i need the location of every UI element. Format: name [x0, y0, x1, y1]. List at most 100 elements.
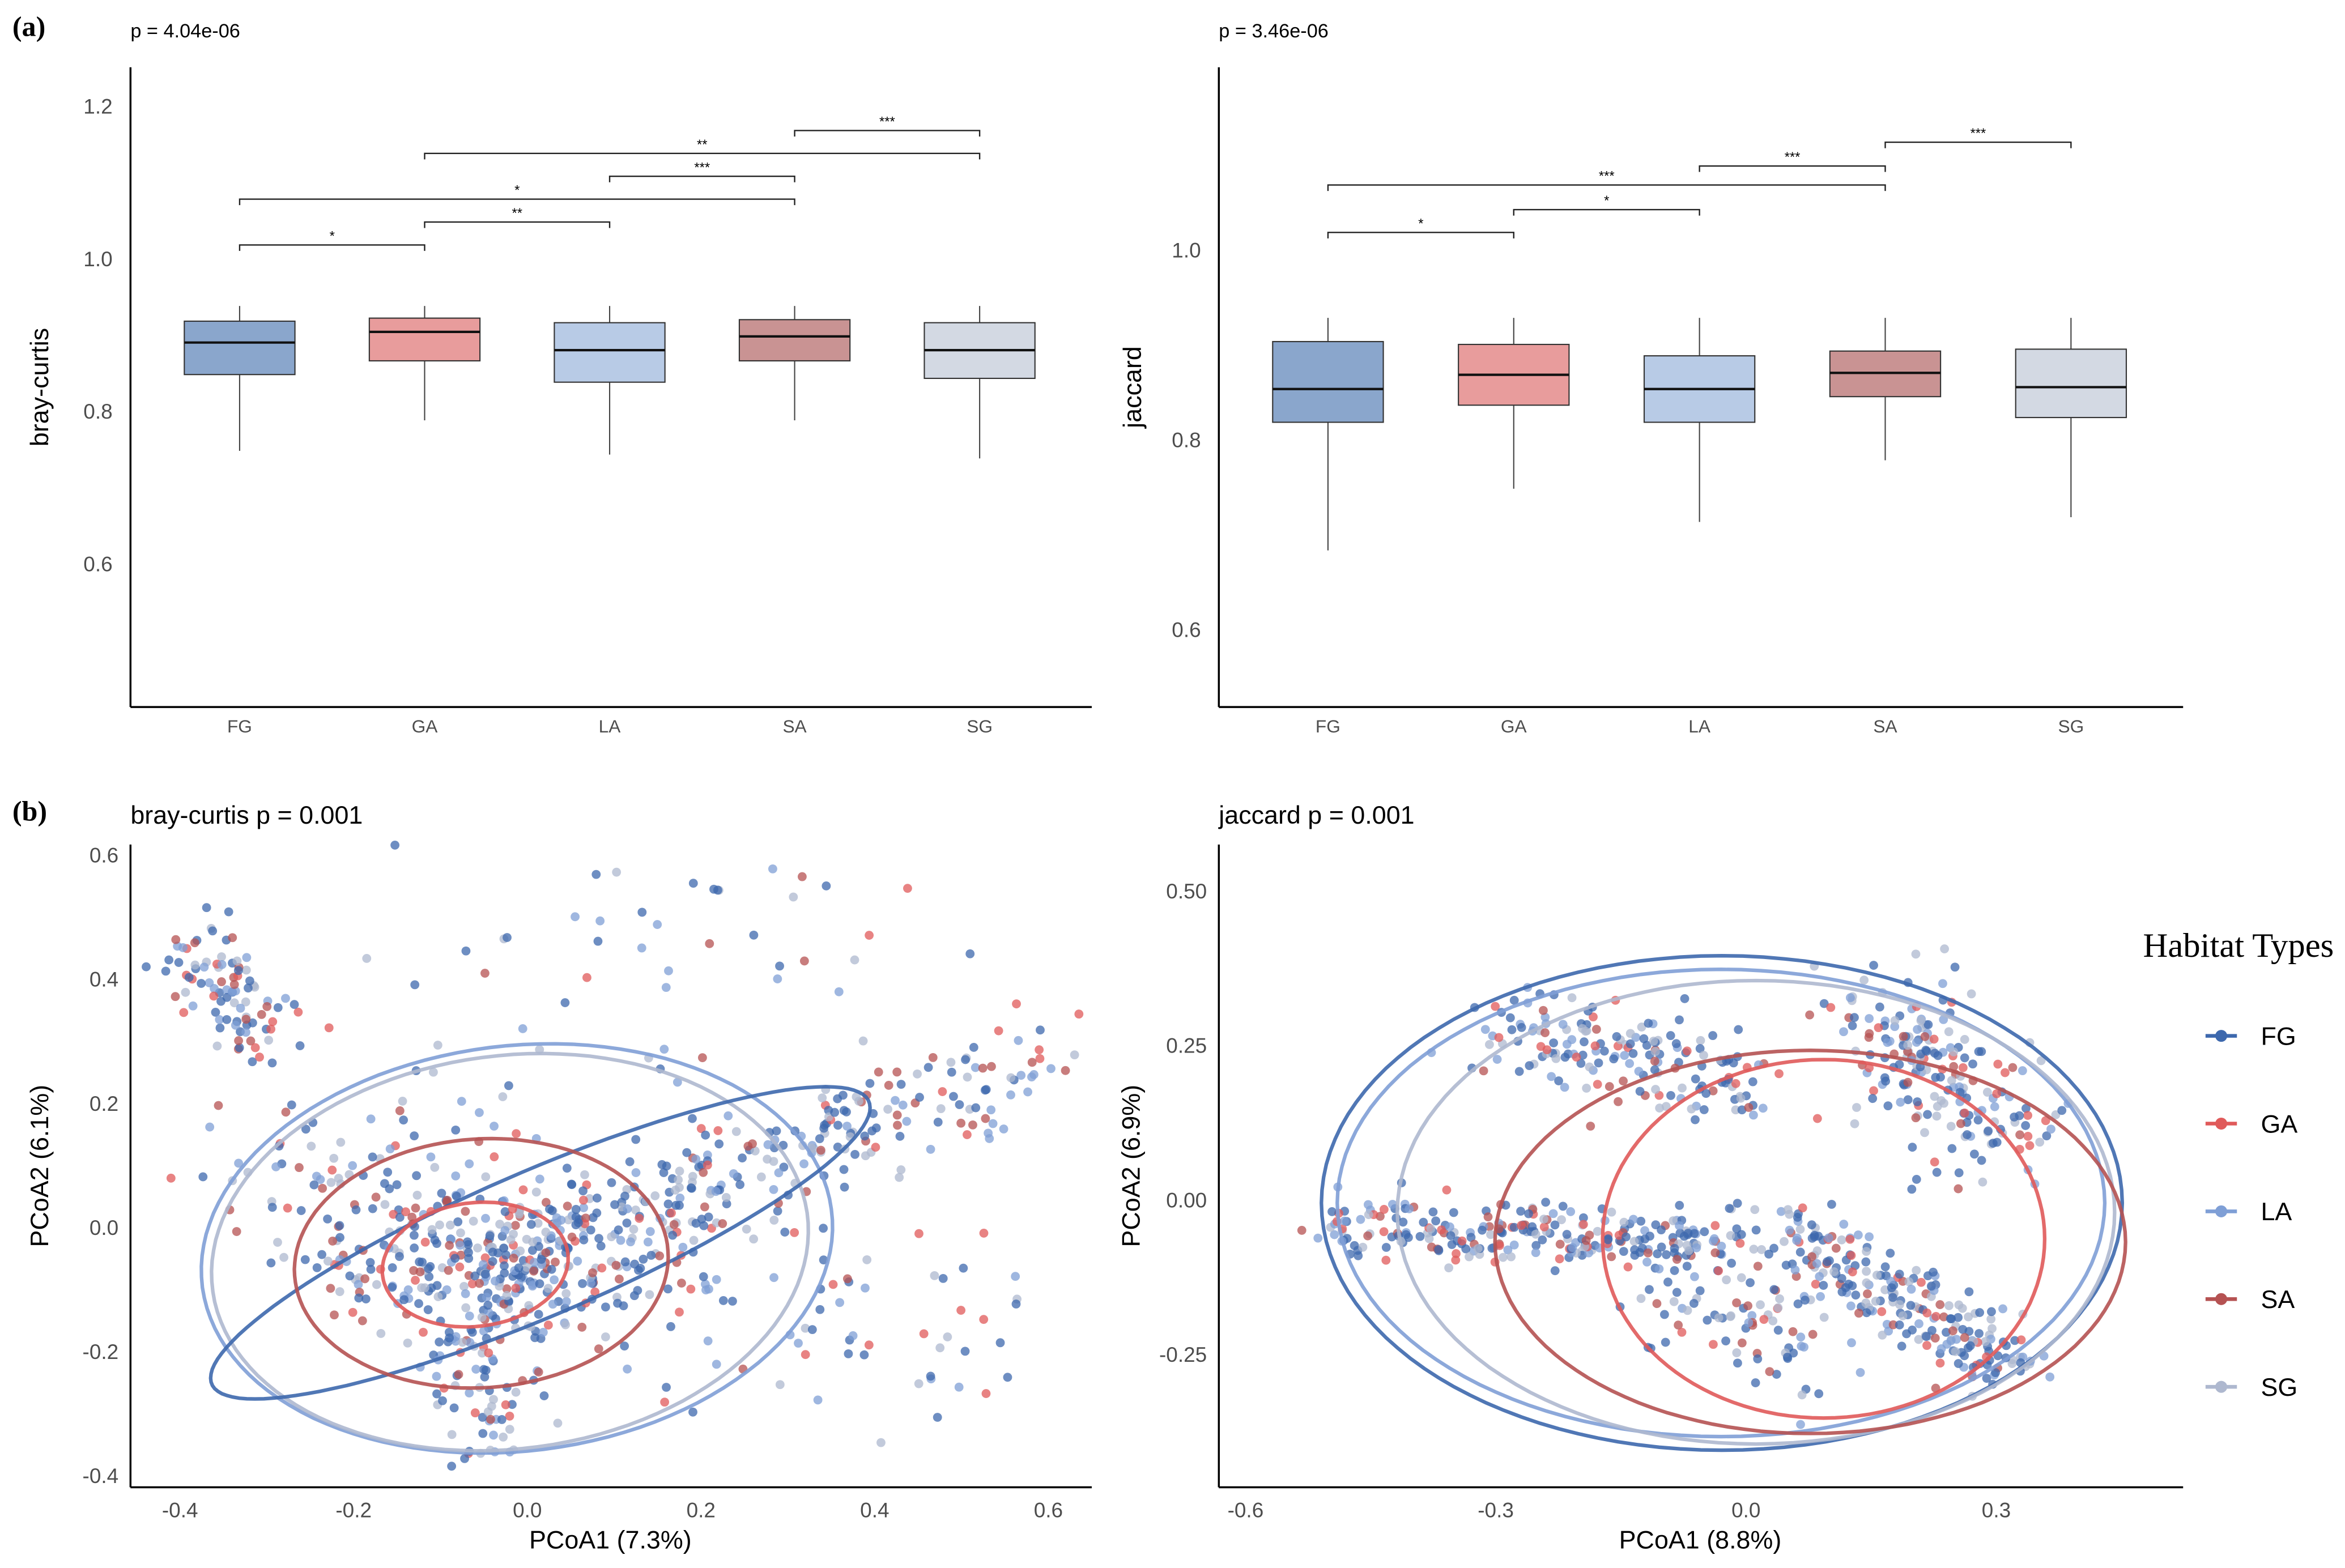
point-ga [1877, 1307, 1887, 1316]
point-fg [1659, 1310, 1669, 1319]
point-la [465, 1311, 474, 1321]
point-la [1690, 1272, 1699, 1281]
point-la [794, 1339, 803, 1348]
point-fg [399, 1295, 409, 1305]
point-la [1776, 1207, 1786, 1216]
point-fg [949, 1092, 958, 1101]
point-fg [1982, 1374, 1991, 1383]
point-sg [1944, 1027, 1954, 1037]
point-ga [179, 1008, 189, 1017]
point-fg [1695, 1044, 1705, 1053]
point-ga [1555, 1254, 1564, 1264]
point-sg [1912, 1266, 1921, 1275]
point-fg [839, 1106, 849, 1115]
point-la [645, 1227, 655, 1236]
point-la [366, 1114, 376, 1124]
point-fg [1895, 1320, 1904, 1330]
point-fg [383, 1168, 393, 1177]
point-sg [1070, 1050, 1079, 1060]
point-sa [1607, 1252, 1616, 1262]
point-la [701, 1285, 710, 1295]
point-fg [1942, 1327, 1951, 1337]
point-sg [1987, 1324, 1997, 1333]
point-fg [1737, 1105, 1747, 1115]
point-ga [1677, 1327, 1687, 1337]
point-sg [505, 1425, 514, 1434]
point-fg [1734, 1025, 1743, 1034]
point-fg [1619, 1247, 1628, 1256]
point-sg [506, 1235, 516, 1245]
point-fg [1524, 1209, 1533, 1218]
point-sg [650, 1191, 660, 1200]
point-sg [1982, 1088, 1992, 1097]
point-sg [895, 1173, 904, 1182]
point-la [616, 1235, 625, 1245]
point-sa [655, 1251, 665, 1260]
point-fg [1428, 1207, 1438, 1217]
point-fg [1861, 1257, 1871, 1267]
point-la [1531, 1248, 1540, 1258]
point-sg [2036, 1056, 2046, 1066]
point-fg [215, 1023, 225, 1033]
point-ga [1759, 1315, 1769, 1324]
point-la [518, 1024, 527, 1033]
point-sa [444, 1266, 453, 1275]
point-fg [1603, 1235, 1613, 1245]
point-fg [1531, 1241, 1541, 1250]
point-sa [1650, 1056, 1659, 1066]
point-ga [667, 1208, 676, 1218]
point-ga [327, 1165, 337, 1175]
significance-bracket: * [239, 229, 425, 251]
point-sa [1854, 1309, 1863, 1318]
chart-title: p = 4.04e-06 [130, 20, 240, 42]
boxplot-jaccard: p = 3.46e-06 jaccard 0.6 0.8 1.0 FG GA LA SA SG… [1118, 20, 2184, 736]
point-fg [1354, 1251, 1363, 1260]
scatter-points [142, 841, 1084, 1471]
x-tick-label: LA [599, 716, 622, 736]
point-fg [704, 1212, 713, 1222]
box-fg [1272, 318, 1384, 551]
point-ga [480, 1253, 490, 1263]
point-fg [1969, 1149, 1979, 1159]
point-fg [1975, 1308, 1985, 1317]
point-fg [620, 1341, 629, 1351]
point-sa [1948, 1326, 1957, 1336]
y-tick-label: 1.0 [83, 248, 112, 271]
point-ga [2041, 1116, 2050, 1126]
y-tick-label: 0.2 [90, 1092, 118, 1115]
point-fg [659, 1168, 669, 1177]
point-fg [351, 1205, 361, 1215]
y-tick-label: 1.0 [1172, 238, 1201, 262]
point-fg [485, 1231, 495, 1241]
point-fg [1541, 1198, 1551, 1207]
point-sg [943, 1332, 952, 1341]
point-fg [1670, 1266, 1679, 1275]
point-la [1654, 1264, 1664, 1273]
point-fg [1554, 1076, 1563, 1085]
point-la [1886, 1276, 1896, 1286]
point-ga [411, 1276, 420, 1285]
x-tick-label: GA [412, 716, 439, 736]
x-axis-label: PCoA1 (8.8%) [1619, 1526, 1782, 1554]
point-sa [987, 1062, 996, 1071]
y-tick-label: 0.8 [83, 400, 112, 423]
point-sa [360, 1274, 369, 1284]
point-la [623, 1204, 632, 1213]
point-sg [1426, 1224, 1436, 1234]
legend-key-dot-icon [2215, 1380, 2228, 1393]
point-la [1548, 1209, 1558, 1218]
point-ga [903, 884, 912, 893]
point-fg [571, 1205, 581, 1214]
point-fg [438, 1396, 447, 1405]
point-fg [1931, 1073, 1940, 1082]
point-sg [473, 1243, 482, 1252]
point-sa [611, 1260, 621, 1270]
point-sg [1903, 1041, 1913, 1050]
point-sg [1557, 1215, 1567, 1225]
point-ga [828, 1280, 838, 1289]
point-la [188, 1001, 198, 1011]
point-fg [1403, 1233, 1413, 1242]
point-ga [979, 1315, 989, 1324]
point-fg [701, 1130, 710, 1140]
point-fg [1868, 1094, 1878, 1103]
